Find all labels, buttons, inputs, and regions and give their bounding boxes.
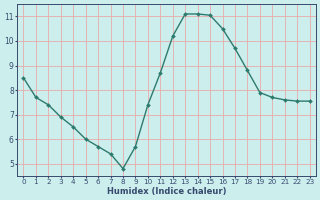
X-axis label: Humidex (Indice chaleur): Humidex (Indice chaleur) <box>107 187 226 196</box>
